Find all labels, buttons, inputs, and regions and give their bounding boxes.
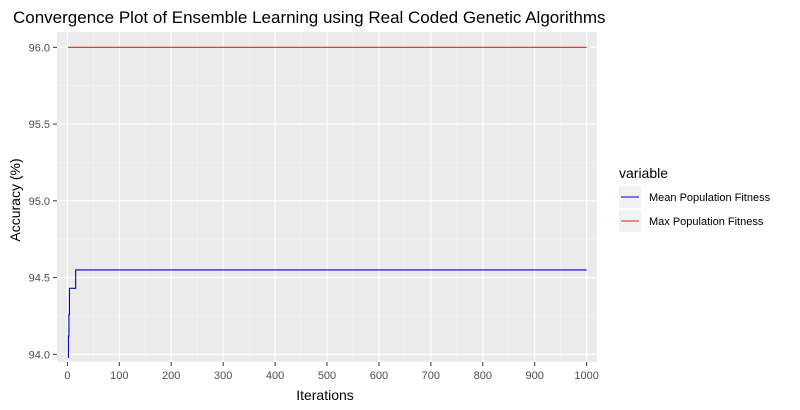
x-tick-label: 1000	[574, 370, 598, 382]
x-tick-label: 500	[318, 370, 336, 382]
x-axis-ticks: 0 100 200 300 400 500 600 700 800 900 1000	[64, 362, 599, 382]
x-tick-label: 700	[422, 370, 440, 382]
legend-title: variable	[619, 165, 668, 181]
y-tick-label: 94.5	[29, 273, 50, 285]
x-tick-label: 0	[64, 370, 70, 382]
x-tick-label: 400	[266, 370, 284, 382]
x-tick-label: 800	[474, 370, 492, 382]
x-axis-title: Iterations	[296, 387, 354, 403]
y-axis-ticks: 94.0 94.5 95.0 95.5 96.0	[29, 42, 57, 361]
x-tick-label: 300	[214, 370, 232, 382]
y-tick-label: 94.0	[29, 349, 50, 361]
legend-label: Mean Population Fitness	[649, 192, 771, 204]
x-tick-label: 600	[370, 370, 388, 382]
legend: variable Mean Population Fitness Max Popu…	[619, 165, 771, 232]
series-line-1	[67, 269, 587, 358]
y-tick-label: 95.0	[29, 196, 50, 208]
y-tick-label: 95.5	[29, 119, 50, 131]
x-tick-label: 900	[526, 370, 544, 382]
chart-title: Convergence Plot of Ensemble Learning us…	[13, 8, 606, 27]
grid-major	[57, 32, 597, 362]
series-layer	[67, 46, 587, 358]
x-tick-label: 200	[162, 370, 180, 382]
y-tick-label: 96.0	[29, 42, 50, 54]
legend-label: Max Population Fitness	[649, 216, 764, 228]
x-tick-label: 100	[110, 370, 128, 382]
y-axis-title: Accuracy (%)	[7, 158, 23, 241]
